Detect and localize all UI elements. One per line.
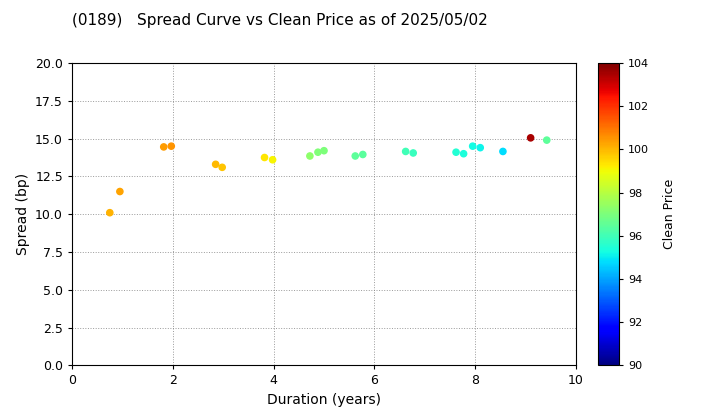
Point (400, 148, 411, 155)
Point (357, 151, 369, 158)
Point (258, 154, 270, 161)
Point (467, 143, 479, 150)
Y-axis label: Clean Price: Clean Price (663, 179, 676, 249)
Point (318, 147, 330, 154)
Point (267, 156, 279, 163)
Point (104, 209, 116, 216)
Point (408, 150, 419, 156)
Point (312, 149, 324, 155)
Point (458, 150, 469, 157)
Point (210, 161, 222, 168)
Point (525, 134, 536, 141)
Point (498, 148, 509, 155)
Y-axis label: Spread (bp): Spread (bp) (16, 173, 30, 255)
Point (474, 144, 486, 151)
Point (158, 144, 169, 150)
Point (114, 188, 126, 195)
Text: (0189)   Spread Curve vs Clean Price as of 2025/05/02: (0189) Spread Curve vs Clean Price as of… (72, 13, 487, 28)
Point (450, 149, 462, 155)
Point (166, 143, 177, 150)
Point (304, 152, 315, 159)
X-axis label: Duration (years): Duration (years) (267, 393, 381, 407)
Point (541, 137, 552, 144)
Point (217, 164, 228, 171)
Point (349, 152, 361, 159)
